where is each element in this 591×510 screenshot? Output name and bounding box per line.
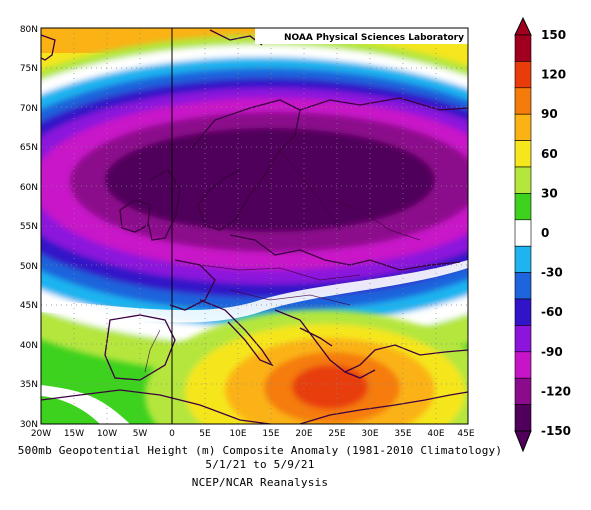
colorbar-swatch [514,404,532,432]
colorbar-swatch [514,377,532,405]
lon-tick: 30E [361,429,378,439]
colorbar-swatch [514,325,532,353]
colorbar-label: 60 [541,147,558,161]
lon-tick: 15E [262,429,279,439]
credit-box [255,28,468,44]
colorbar-swatch [514,351,532,379]
lon-tick: 20E [295,429,312,439]
lat-tick: 60N [20,183,38,193]
lat-tick: 50N [20,262,38,272]
colorbar-swatch [514,219,532,247]
caption-source: NCEP/NCAR Reanalysis [191,476,329,489]
colorbar-label: -150 [541,424,571,438]
colorbar-label: 120 [541,68,566,82]
plot-frame [40,27,469,425]
lat-tick: 80N [20,25,38,35]
colorbar-swatch [514,61,532,89]
lat-tick: 70N [20,104,38,114]
colorbar-label: 30 [541,186,558,200]
lon-tick: 25E [328,429,345,439]
colorbar: 150 120 90 60 30 0 -30 -60 -90 -120 -150 [514,16,571,453]
lon-tick: 45E [457,429,474,439]
colorbar-arrow-top [514,16,532,36]
colorbar-swatch [514,34,532,62]
colorbar-swatch [514,245,532,273]
lat-tick: 55N [20,222,38,232]
colorbar-label: -120 [541,384,571,398]
colorbar-swatch [514,113,532,141]
lat-tick: 75N [20,64,38,74]
lon-axis: 20W 15W 10W 5W 0 5E 10E 15E 20E 25E 30E … [31,429,475,439]
colorbar-swatch [514,298,532,326]
lon-tick: 10W [97,429,117,439]
lat-tick: 30N [20,420,38,430]
lat-tick: 40N [20,341,38,351]
colorbar-label: 150 [541,28,566,42]
lat-tick: 45N [20,301,38,311]
graticule [41,28,468,424]
colorbar-label: -30 [541,266,563,280]
colorbar-label: 0 [541,226,549,240]
anomaly-field: NOAA Physical Sciences Laboratory [41,28,468,424]
lon-tick: 10E [229,429,246,439]
caption-title: 500mb Geopotential Height (m) Composite … [17,444,503,457]
colorbar-arrow-bottom [514,430,532,453]
credit-label: NOAA Physical Sciences Laboratory [284,33,464,43]
colorbar-label: -60 [541,305,563,319]
lat-axis: 80N 75N 70N 65N 60N 55N 50N 45N 40N 35N … [20,25,38,430]
colorbar-swatch [514,87,532,115]
caption-date-range: 5/1/21 to 5/9/21 [205,458,315,471]
colorbar-swatch [514,193,532,221]
borders [144,149,421,373]
colorbar-label: -90 [541,345,563,359]
lon-tick: 20W [31,429,51,439]
lon-tick: 0 [169,429,175,439]
colorbar-swatch [514,140,532,168]
colorbar-swatch [514,272,532,300]
lon-tick: 15W [64,429,84,439]
colorbar-swatch [514,166,532,194]
lon-tick: 5E [199,429,211,439]
lon-tick: 5W [133,429,148,439]
lat-tick: 35N [20,380,38,390]
lon-tick: 40E [427,429,444,439]
colorbar-label: 90 [541,107,558,121]
lon-tick: 35E [394,429,411,439]
coastlines [41,29,468,424]
lat-tick: 65N [20,143,38,153]
